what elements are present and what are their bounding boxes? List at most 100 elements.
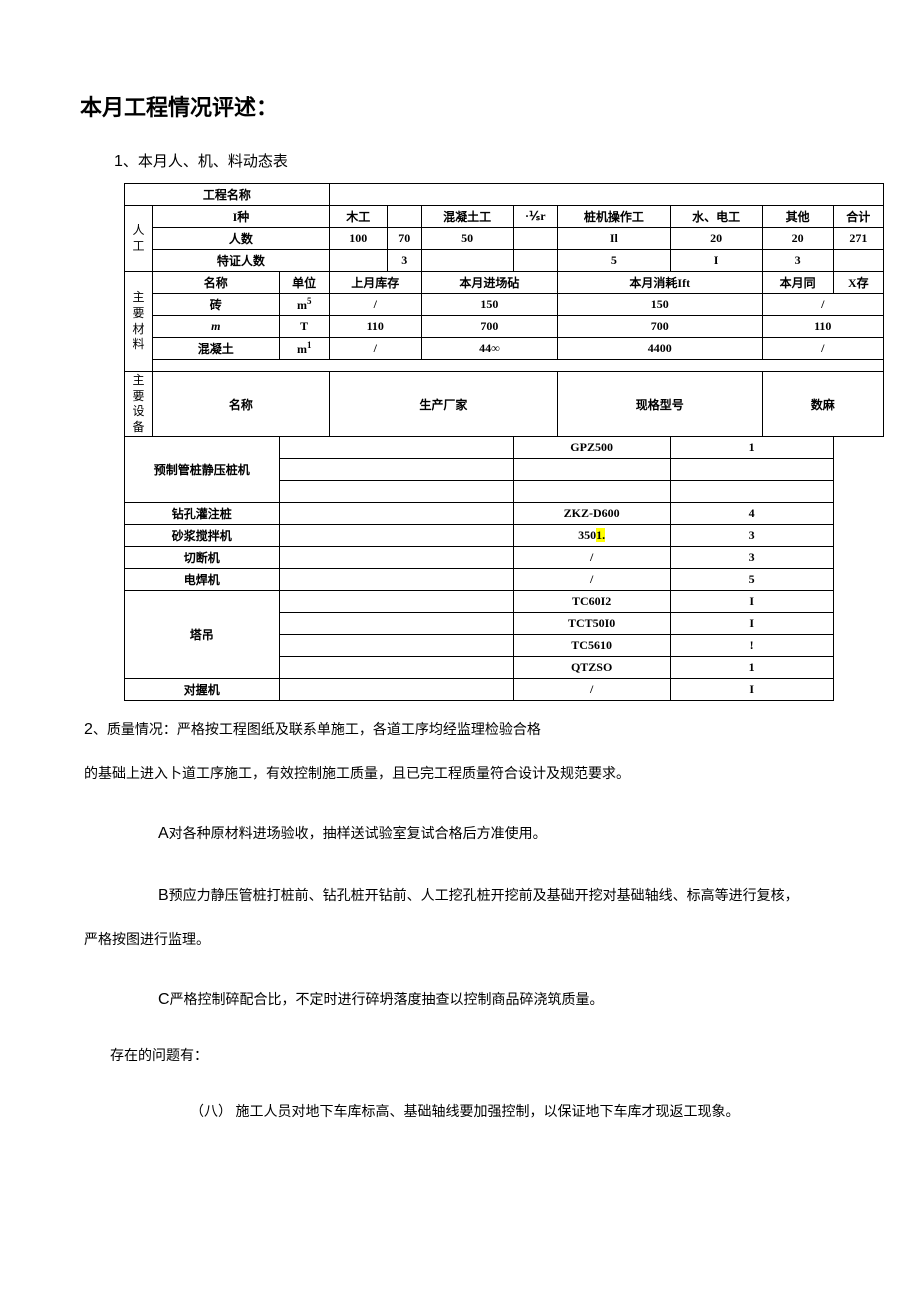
project-name-value: [329, 184, 883, 206]
equip-factory: [279, 591, 513, 613]
equip-model: TC60I2: [513, 591, 670, 613]
labor-cert-label: 特证人数: [153, 250, 330, 272]
cell: 150: [421, 294, 557, 316]
cell: [513, 250, 557, 272]
cell: /: [762, 338, 883, 360]
row-material-hdr: 主要材料 名称 单位 上月库存 本月进场砧 本月消耗Ift 本月同 X存: [125, 272, 884, 294]
cell: 4400: [557, 338, 762, 360]
equip-model: GPZ500: [513, 437, 670, 459]
cell: m1: [279, 338, 329, 360]
cell: 本月消耗Ift: [557, 272, 762, 294]
section-1-num: 1: [114, 153, 123, 170]
cell: 本月进场砧: [421, 272, 557, 294]
cell: 混凝土: [153, 338, 280, 360]
cell: /: [329, 294, 421, 316]
equip-name: 砂浆搅拌机: [125, 525, 280, 547]
equip-model: /: [513, 569, 670, 591]
equip-name: 塔吊: [125, 591, 280, 679]
cell: 20: [670, 228, 762, 250]
cell: 数麻: [762, 372, 883, 437]
cell: 20: [762, 228, 833, 250]
para-a-lead: A: [158, 825, 169, 842]
equip-factory: [279, 547, 513, 569]
para-2a: 2、质量情况：严格按工程图纸及联系单施工，各道工序均经监理检验合格: [84, 709, 840, 751]
para-b-lead: B: [158, 887, 169, 904]
cell: 单位: [279, 272, 329, 294]
row-project-name: 工程名称: [125, 184, 884, 206]
section-1-text: 、本月人、机、料动态表: [123, 154, 288, 170]
row-labor-type: 人工 I种 木工 混凝土工 ·⅟ₛr 桩机操作工 水、电工 其他 合计: [125, 206, 884, 228]
cell: 生产厂家: [329, 372, 557, 437]
page-title: 本月工程情况评述：: [80, 90, 840, 122]
cell: /: [329, 338, 421, 360]
para-c-lead: C: [158, 991, 170, 1008]
cell: [833, 250, 883, 272]
cell: 700: [421, 316, 557, 338]
equip-model: QTZSO: [513, 657, 670, 679]
cell: 名称: [153, 372, 330, 437]
para-2b: 的基础上进入卜道工序施工，有效控制施工质量，且已完工程质量符合设计及规范要求。: [84, 757, 840, 793]
cell: 混凝土工: [421, 206, 513, 228]
cell: [421, 250, 513, 272]
equip-qty: 3: [670, 547, 833, 569]
equip-qty: I: [670, 679, 833, 701]
row-equip-hdr: 主要设备 名称 生产厂家 现格型号 数麻: [125, 372, 884, 437]
cell: [387, 206, 421, 228]
para-8-lead: （八）: [190, 1105, 232, 1120]
cell: 名称: [153, 272, 280, 294]
equip-model: TCT50I0: [513, 613, 670, 635]
cell: 砖: [153, 294, 280, 316]
para-issue: 存在的问题有：: [110, 1039, 840, 1075]
equip-model: [513, 459, 670, 481]
cell: 桩机操作工: [557, 206, 670, 228]
row-material-blank: [125, 360, 884, 372]
equip-qty: [670, 459, 833, 481]
equip-qty: 1: [670, 437, 833, 459]
equip-qty: !: [670, 635, 833, 657]
cell: 100: [329, 228, 387, 250]
para-b2: 严格按图进行监理。: [84, 923, 840, 959]
cell: m5: [279, 294, 329, 316]
equip-qty: 4: [670, 503, 833, 525]
equip-factory: [279, 657, 513, 679]
equip-factory: [279, 437, 513, 459]
row-equip: 电焊机/5: [125, 569, 884, 591]
row-equip: 塔吊TC60I2I: [125, 591, 884, 613]
row-equip: 钻孔灌注桩ZKZ-D6004: [125, 503, 884, 525]
row-labor-count: 人数 100 70 50 Il 20 20 271: [125, 228, 884, 250]
cell: 110: [329, 316, 421, 338]
project-name-label: 工程名称: [125, 184, 330, 206]
labor-count-label: 人数: [153, 228, 330, 250]
equip-model: ZKZ-D600: [513, 503, 670, 525]
cell: /: [762, 294, 883, 316]
equip-qty: I: [670, 613, 833, 635]
cell: I: [670, 250, 762, 272]
equip-model: /: [513, 547, 670, 569]
cell: 本月同: [762, 272, 833, 294]
equip-model: 3501.: [513, 525, 670, 547]
equip-qty: [670, 481, 833, 503]
equip-qty: 3: [670, 525, 833, 547]
equip-factory: [279, 459, 513, 481]
equip-factory: [279, 525, 513, 547]
row-material-1: m T 110 700 700 110: [125, 316, 884, 338]
cell: 3: [387, 250, 421, 272]
equip-name: 切断机: [125, 547, 280, 569]
cell: 44∞: [421, 338, 557, 360]
row-equip: 切断机 /3: [125, 547, 884, 569]
equip-factory: [279, 503, 513, 525]
cell: 5: [557, 250, 670, 272]
cell: 150: [557, 294, 762, 316]
equip-factory: [279, 613, 513, 635]
cell: T: [279, 316, 329, 338]
equip-qty: 5: [670, 569, 833, 591]
equip-qty: I: [670, 591, 833, 613]
cell: 3: [762, 250, 833, 272]
row-equip: 对握机/I: [125, 679, 884, 701]
equip-model: TC5610: [513, 635, 670, 657]
equip-model: /: [513, 679, 670, 701]
para-8: （八） 施工人员对地下车库标高、基础轴线要加强控制，以保证地下车库才现返工现象。: [190, 1095, 840, 1131]
row-labor-cert: 特证人数 3 5 I 3: [125, 250, 884, 272]
equip-factory: [279, 679, 513, 701]
cell: 水、电工: [670, 206, 762, 228]
